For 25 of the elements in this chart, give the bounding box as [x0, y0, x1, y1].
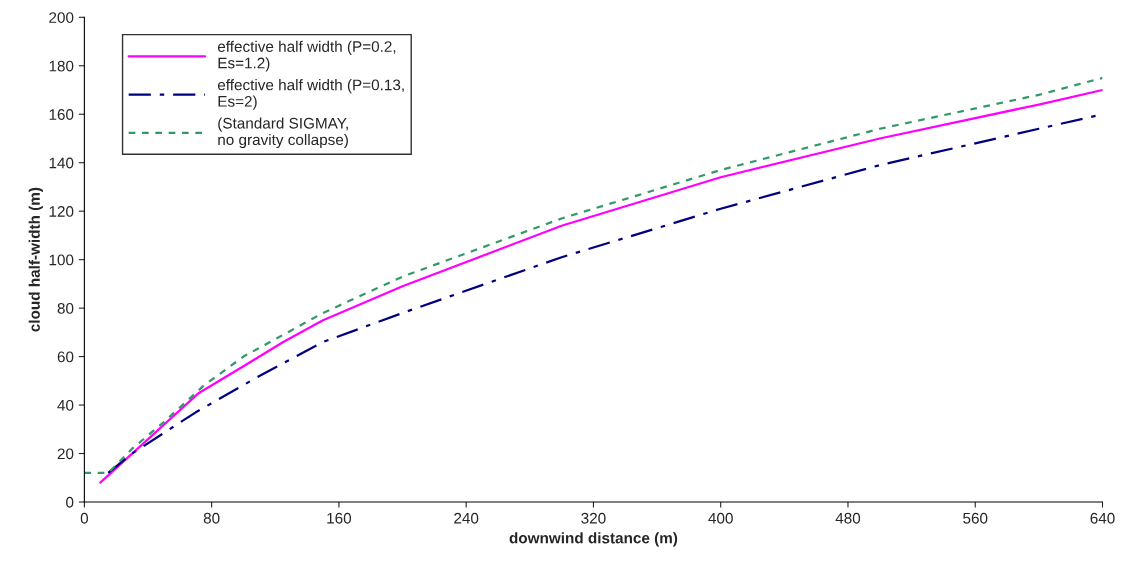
y-tick-label: 20	[57, 448, 74, 460]
y-tick-label: 0	[66, 496, 74, 508]
x-tick-label: 400	[708, 512, 733, 524]
y-tick-label: 160	[49, 109, 74, 120]
y-tick-label: 80	[57, 302, 74, 314]
legend-label: effective half width (P=0.2, Es=1.2)	[217, 40, 396, 72]
x-tick-label: 240	[454, 512, 479, 524]
legend-label: effective half width (P=0.13, Es=2)	[217, 79, 404, 110]
x-tick-label: 160	[327, 512, 352, 524]
y-tick-label: 140	[49, 157, 74, 169]
x-tick-label: 0	[80, 512, 89, 524]
x-tick-label: 560	[963, 512, 988, 524]
y-tick-label: 60	[57, 351, 74, 363]
y-tick-label: 40	[57, 399, 74, 411]
y-tick-label: 180	[49, 60, 74, 72]
x-tick-label: 320	[581, 512, 606, 524]
y-tick-label: 200	[49, 12, 74, 23]
x-tick-label: 480	[835, 512, 861, 524]
x-axis-title: downwind distance (m)	[509, 532, 678, 547]
y-axis-title: cloud half-width (m)	[28, 187, 43, 332]
y-tick-label: 100	[49, 254, 74, 266]
x-tick-label: 640	[1090, 512, 1115, 524]
x-tick-label: 80	[203, 512, 220, 524]
y-tick-label: 120	[49, 206, 74, 217]
legend-label: (Standard SIGMAY, no gravity collapse)	[218, 117, 348, 149]
